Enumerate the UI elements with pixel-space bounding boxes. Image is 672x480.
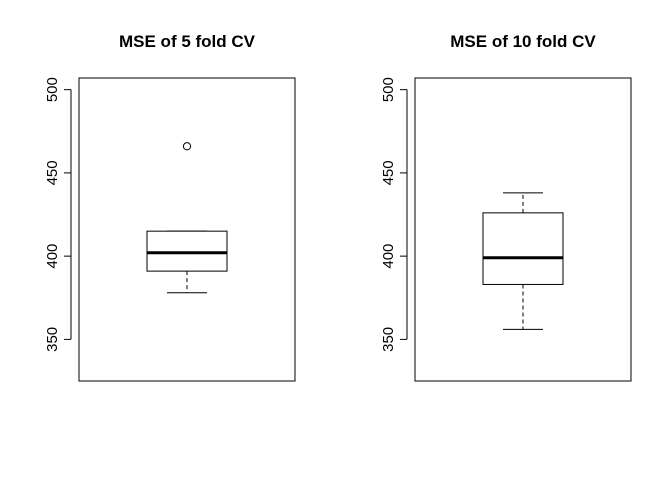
- iqr-box-2: [482, 212, 564, 285]
- iqr-box-1: [146, 230, 228, 272]
- y-tick-label-1-350: 350: [44, 327, 61, 352]
- y-tick-label-1-400: 400: [44, 244, 61, 269]
- y-tick-label-2-500: 500: [380, 77, 397, 102]
- y-tick-label-1-500: 500: [44, 77, 61, 102]
- chart-title-1: MSE of 5 fold CV: [119, 32, 256, 51]
- y-tick-label-2-450: 450: [380, 160, 397, 185]
- outlier-point-1-0: [182, 142, 192, 151]
- y-tick-label-2-400: 400: [380, 244, 397, 269]
- y-tick-label-1-450: 450: [44, 160, 61, 185]
- plot-frame-1: [78, 77, 296, 382]
- plot-frame-2: [414, 77, 632, 382]
- chart-title-2: MSE of 10 fold CV: [450, 32, 596, 51]
- y-tick-label-2-350: 350: [380, 327, 397, 352]
